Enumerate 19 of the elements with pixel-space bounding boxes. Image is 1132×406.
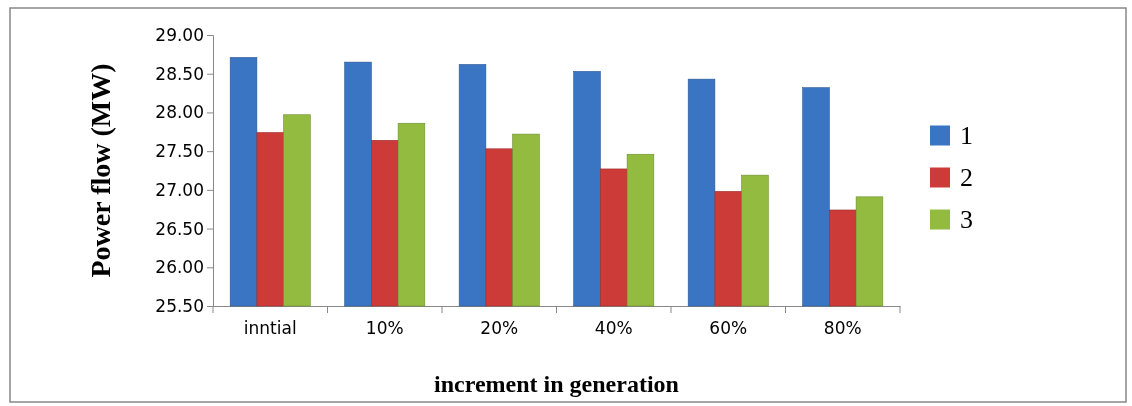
y-tick-label: 25.50 xyxy=(155,295,204,316)
y-tick-label: 28.50 xyxy=(155,63,204,84)
x-tick-label: 60% xyxy=(709,318,748,339)
x-tick-label: 40% xyxy=(594,318,633,339)
y-tick-label: 26.50 xyxy=(155,218,204,239)
x-tick-label: 20% xyxy=(480,318,519,339)
x-tick-label: 10% xyxy=(365,318,404,339)
y-tick-label: 28.00 xyxy=(155,102,204,123)
legend-label: 3 xyxy=(960,204,973,234)
y-tick-label: 27.50 xyxy=(155,141,204,162)
x-tick-label: inntial xyxy=(243,318,297,339)
x-tick-label: 80% xyxy=(823,318,862,339)
legend-label: 1 xyxy=(960,120,973,150)
legend-label: 2 xyxy=(960,162,973,192)
y-tick-label: 27.00 xyxy=(155,179,204,200)
x-axis-title: increment in generation xyxy=(434,371,679,397)
y-tick-label: 29.00 xyxy=(155,24,204,45)
y-tick-label: 26.00 xyxy=(155,257,204,278)
y-axis-title: Power flow (MW) xyxy=(85,63,116,278)
